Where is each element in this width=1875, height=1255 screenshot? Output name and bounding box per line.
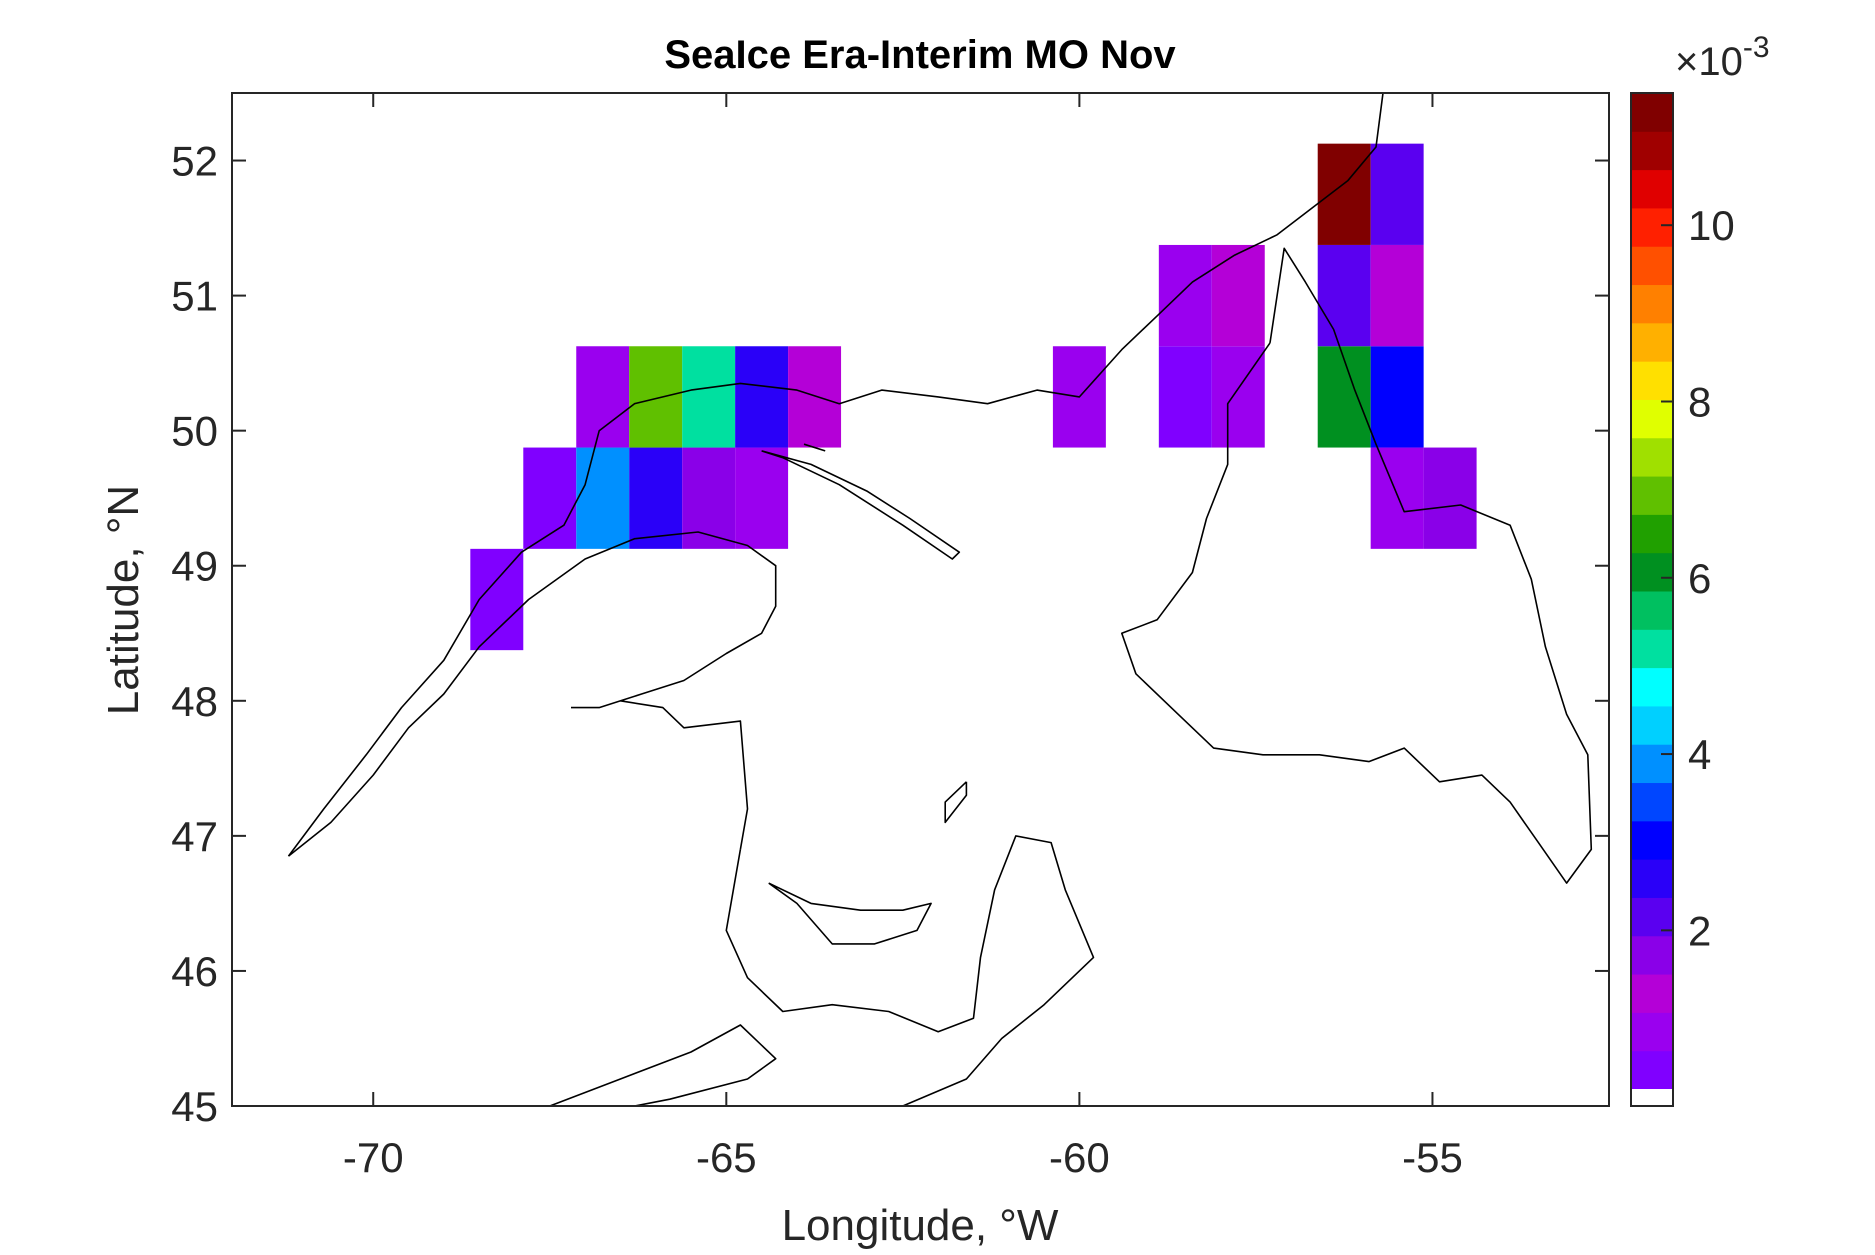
heatmap-cell [735,447,789,549]
colorbar-band [1631,820,1673,860]
chart-title: SeaIce Era-Interim MO Nov [664,33,1176,77]
heatmap-cell [1370,244,1424,347]
y-axis-label: Latitude, °N [99,485,148,715]
x-tick-label: -55 [1402,1134,1463,1181]
colorbar-bands [1631,93,1673,1090]
heatmap-cell [1317,143,1371,245]
colorbar-frame [1630,92,1674,1107]
colorbar-band [1631,399,1673,439]
colorbar-nan-swatch [1631,1089,1673,1105]
colorbar-exponent-power: -3 [1743,31,1770,64]
heatmap-cells [470,143,1477,651]
colorbar-tick-label: 6 [1688,555,1711,602]
plot-frame [231,92,1610,1107]
colorbar-band [1631,437,1673,477]
heatmap-cell [470,548,524,651]
colorbar-band [1631,284,1673,324]
y-tick-label: 48 [171,678,218,725]
x-tick-label: -65 [696,1134,757,1181]
heatmap-cell [1370,346,1424,448]
colorbar-band [1631,1012,1673,1052]
heatmap-cell [576,346,630,448]
y-tick-label: 49 [171,543,218,590]
coastline [620,700,749,850]
heatmap-cell [1158,244,1212,347]
colorbar-band [1631,169,1673,209]
colorbar-tick-label: 10 [1688,202,1735,249]
heatmap-cell [629,346,683,448]
heatmap-cell [523,447,577,549]
colorbar-ticks: 2 4 6 8 10 [1661,202,1735,954]
y-tick-label: 46 [171,948,218,995]
colorbar-exponent-base: ×10 [1675,40,1743,84]
coastline [761,450,961,560]
heatmap-cell [682,346,736,448]
colorbar-band [1631,131,1673,171]
y-tick-label: 52 [171,138,218,185]
colorbar-band [1631,552,1673,592]
y-tick-label: 47 [171,813,218,860]
colorbar-tick-label: 2 [1688,907,1711,954]
y-tick-label: 50 [171,408,218,455]
colorbar-band [1631,935,1673,975]
coastline [725,835,1095,1107]
heatmap-cell [629,447,683,549]
heatmap-cell [1370,143,1424,245]
colorbar-tick-label: 8 [1688,378,1711,425]
coastline [768,882,932,945]
colorbar-band [1631,629,1673,669]
coastline [803,443,826,452]
colorbar-band [1631,974,1673,1013]
colorbar-band [1631,1050,1673,1090]
coastline [288,531,777,857]
colorbar-band [1631,859,1673,898]
coastline [287,92,1384,857]
heatmap-cell [788,346,842,448]
x-axis-ticks: -70 -65 -60 -55 [343,93,1463,1181]
heatmap-cell [1317,244,1371,347]
heatmap-cell [1370,447,1424,549]
colorbar-band [1631,667,1673,707]
heatmap-cell [1211,244,1265,347]
coastline [1121,247,1593,884]
x-tick-label: -70 [343,1134,404,1181]
heatmap-cell [682,447,736,549]
coastline [549,1024,777,1107]
colorbar-band [1631,705,1673,745]
colorbar: 2 4 6 8 10 ×10-3 [1630,31,1770,1107]
y-tick-label: 51 [171,273,218,320]
coastlines [287,92,1593,1107]
colorbar-band [1631,476,1673,515]
x-tick-label: -60 [1049,1134,1110,1181]
heatmap-cell [576,447,630,549]
colorbar-band [1631,207,1673,247]
colorbar-band [1631,93,1673,132]
heatmap-cell [1423,447,1477,549]
colorbar-band [1631,361,1673,400]
heatmap-cell [735,346,789,448]
colorbar-band [1631,591,1673,630]
colorbar-exponent: ×10-3 [1675,31,1770,84]
heatmap-cell [1317,346,1371,448]
heatmap-cell [1158,346,1212,448]
colorbar-band [1631,744,1673,784]
colorbar-band [1631,246,1673,286]
coastline [944,781,968,824]
x-axis-label: Longitude, °W [782,1201,1059,1250]
colorbar-band [1631,322,1673,362]
y-tick-label: 45 [171,1083,218,1130]
colorbar-tick-label: 4 [1688,731,1711,778]
colorbar-band [1631,782,1673,822]
y-axis-ticks: 45 46 47 48 49 50 51 52 [171,138,1609,1130]
colorbar-band [1631,514,1673,554]
